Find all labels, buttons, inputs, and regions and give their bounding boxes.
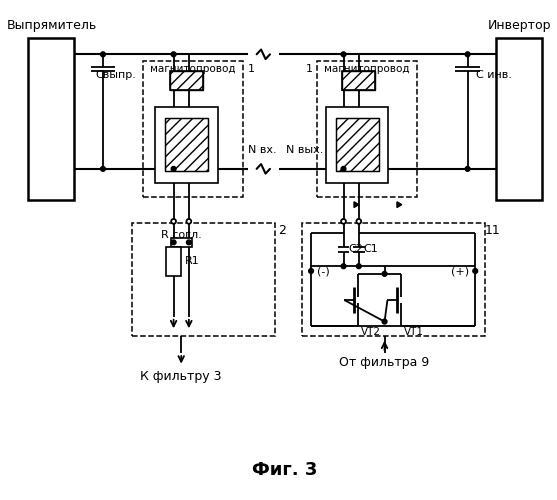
Circle shape (309, 268, 314, 274)
Circle shape (465, 166, 470, 171)
Circle shape (187, 219, 191, 224)
Circle shape (171, 166, 176, 171)
Text: (+): (+) (451, 266, 470, 276)
Text: Выпрямитель: Выпрямитель (6, 19, 96, 32)
Text: Свыпр.: Свыпр. (95, 70, 136, 81)
Circle shape (101, 166, 105, 171)
Text: 2: 2 (278, 224, 286, 237)
Bar (155, 107, 217, 183)
Text: 1: 1 (247, 64, 255, 74)
Text: магнитопровод: магнитопровод (324, 64, 409, 74)
Text: Фиг. 3: Фиг. 3 (252, 460, 317, 478)
Circle shape (187, 240, 191, 244)
Text: VT2: VT2 (361, 327, 380, 337)
Circle shape (356, 264, 361, 268)
Bar (336, 118, 379, 171)
Circle shape (341, 52, 346, 56)
Text: С инв.: С инв. (476, 70, 512, 81)
Polygon shape (397, 202, 402, 207)
Circle shape (356, 219, 361, 224)
Circle shape (341, 166, 346, 171)
Bar (341, 70, 375, 90)
Circle shape (341, 219, 346, 224)
Text: C1: C1 (364, 244, 378, 254)
Bar (170, 70, 203, 90)
Text: C2: C2 (348, 244, 363, 254)
Bar (166, 247, 181, 276)
Circle shape (341, 264, 346, 268)
Text: Инвертор: Инвертор (487, 19, 551, 32)
Bar (28, 38, 74, 200)
Bar (301, 224, 485, 336)
Bar (341, 70, 375, 90)
Bar (171, 238, 192, 247)
Circle shape (382, 272, 387, 276)
Bar (143, 61, 243, 198)
Text: К фильтру 3: К фильтру 3 (140, 370, 222, 382)
Circle shape (465, 52, 470, 56)
Bar (496, 38, 542, 200)
Bar (165, 118, 208, 171)
Circle shape (101, 52, 105, 56)
Text: От фильтра 9: От фильтра 9 (339, 356, 429, 369)
Bar (326, 107, 388, 183)
Circle shape (171, 240, 176, 244)
Text: N вх.: N вх. (248, 145, 277, 155)
Text: VT1: VT1 (404, 327, 424, 337)
Circle shape (473, 268, 478, 274)
Circle shape (171, 219, 176, 224)
Bar (317, 61, 417, 198)
Bar (170, 70, 203, 90)
Text: R согл.: R согл. (161, 230, 202, 239)
Text: магнитопровод: магнитопровод (150, 64, 236, 74)
Bar (165, 118, 208, 171)
Text: 11: 11 (485, 224, 500, 237)
Polygon shape (354, 202, 359, 207)
Bar (131, 224, 275, 336)
Text: N вых.: N вых. (286, 145, 324, 155)
Text: (-): (-) (317, 266, 330, 276)
Text: R1: R1 (185, 256, 200, 266)
Circle shape (382, 319, 387, 324)
Circle shape (171, 52, 176, 56)
Text: 1: 1 (306, 64, 312, 74)
Bar (336, 118, 379, 171)
